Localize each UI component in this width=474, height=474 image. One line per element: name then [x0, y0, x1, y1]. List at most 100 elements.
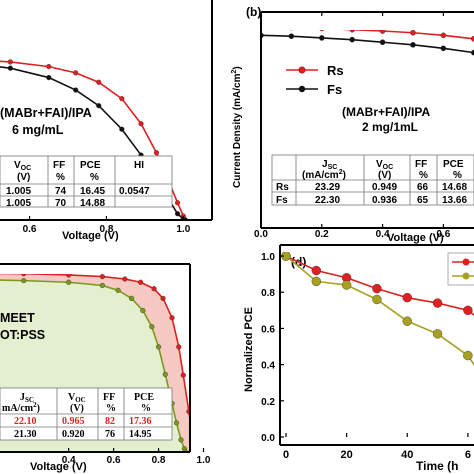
table-c-cell: 21.30: [14, 429, 37, 440]
table-a-header-pce: PCE: [80, 160, 101, 171]
panel-d-y-ticks: 0.0 0.2 0.4 0.6 0.8 1.0: [261, 252, 284, 444]
series-1-point: [440, 45, 447, 52]
series-1-point: [96, 103, 102, 109]
series-0-point: [176, 344, 182, 350]
legend-fs-label: Fs: [327, 82, 342, 97]
table-b-cell: 0.936: [372, 195, 397, 206]
panel-a-annotation-1: (MABr+FAI)/IPA: [0, 106, 92, 120]
series-1-line: [285, 255, 474, 367]
series-1-point: [128, 295, 135, 302]
series-0-point: [372, 283, 382, 294]
panel-c-xlabel: Voltage (V): [30, 461, 87, 473]
series-0-point: [151, 286, 157, 292]
series-1-point: [311, 276, 322, 287]
table-a-cell: 1.005: [6, 198, 31, 209]
series-1-point: [66, 279, 72, 285]
table-a-header-voc-unit: (V): [17, 172, 30, 183]
table-b-header-pce-unit: %: [453, 170, 462, 181]
series-1-point: [178, 437, 184, 443]
panel-b-x-ticks: 0.0 0.2 0.4 0.6: [254, 12, 451, 240]
table-b-cell: Rs: [276, 182, 289, 193]
panel-d-plot: [281, 252, 474, 367]
panel-b-ylabel: Current Density (mA/cm2): [231, 66, 243, 188]
series-1-point: [21, 278, 27, 284]
series-0-line: [285, 255, 474, 316]
y-tick-label: 0.8: [261, 288, 275, 299]
panel-b: (b) 0.0 0.2 0.4 0.6 Voltage (V) Current Den…: [231, 5, 474, 244]
series-1-point: [155, 344, 162, 350]
series-0-point: [160, 295, 166, 302]
series-1-point: [140, 307, 146, 314]
y-tick-label: 0.6: [261, 324, 275, 335]
x-tick-label: 0.6: [436, 229, 450, 240]
x-tick-label: 0.4: [376, 229, 390, 240]
series-1-line: [0, 66, 186, 220]
panel-c-x-ticks: 0.4 0.6 0.8 1.0: [62, 448, 211, 466]
table-a-cell: 0.0547: [119, 186, 150, 197]
y-tick-label: 0.2: [261, 397, 275, 408]
table-b-cell: Fs: [276, 195, 288, 206]
series-0-point: [7, 59, 13, 65]
panel-c-annotation-2: OT:PSS: [0, 328, 45, 342]
x-tick-label: 20: [341, 449, 353, 461]
table-b-cell: 66: [417, 182, 429, 193]
series-1-point: [7, 65, 13, 71]
panel-c: 0.4 0.6 0.8 1.0 Voltage (V) MEET OT:PSS JSC…: [0, 263, 211, 473]
x-tick-label: 0.8: [99, 224, 113, 235]
series-1-point: [318, 35, 325, 41]
series-1-point: [402, 316, 412, 326]
table-b-header-ff: FF: [415, 159, 427, 170]
panel-b-annotation-2: 2 mg/1mL: [362, 120, 418, 134]
y-tick-label: 0.0: [261, 433, 275, 444]
x-tick-label: 0.2: [315, 229, 329, 240]
x-tick-label: 1.0: [197, 455, 211, 466]
table-c-header-pce-unit: %: [141, 403, 151, 414]
table-c-header-pce: PCE: [134, 392, 154, 403]
table-a-header-ff-unit: %: [56, 172, 65, 183]
legend-red-marker: [462, 258, 470, 266]
series-1-point: [463, 350, 473, 361]
series-0-point: [349, 30, 355, 33]
x-tick-label: 6: [465, 449, 471, 461]
series-0-point: [137, 279, 144, 285]
table-a-header-ff: FF: [53, 160, 65, 171]
legend-box: [447, 252, 474, 286]
panel-a-x-ticks: 0.40.60.81.0: [23, 216, 191, 235]
legend-fs-marker: [298, 85, 306, 93]
table-a-cell: 74: [55, 186, 67, 197]
table-c-header-ff: FF: [103, 392, 115, 403]
panel-c-annotation-1: MEET: [0, 311, 35, 325]
table-b-cell: 0.949: [372, 182, 397, 193]
series-1-point: [379, 39, 386, 46]
series-1-point: [173, 420, 180, 426]
series-0-point: [21, 274, 27, 277]
legend-rs-label: Rs: [327, 63, 344, 78]
x-tick-label: 1.0: [176, 224, 190, 235]
series-0-point: [153, 150, 160, 156]
table-a-cell: 14.88: [80, 198, 105, 209]
table-b-cell: 14.68: [442, 182, 467, 193]
table-a-header-hi: HI: [134, 160, 144, 171]
table-c-cell: 17.36: [129, 416, 152, 427]
table-b-cell: 23.29: [315, 182, 340, 193]
series-1-point: [119, 126, 125, 132]
legend-rs-marker: [298, 66, 306, 74]
series-0-point: [440, 32, 447, 39]
y-tick-label: 1.0: [261, 252, 275, 263]
panel-d-legend: [447, 252, 474, 286]
series-0-point: [138, 121, 144, 127]
series-0-point: [46, 64, 52, 70]
panel-a-annotation-2: 6 mg/mL: [12, 123, 64, 137]
series-1-point: [149, 324, 155, 330]
table-c-cell: 22.10: [14, 416, 37, 427]
panel-c-table: JSC mA/cm2) VOC (V) FF % PCE % 22.10 0.9…: [0, 387, 173, 441]
series-1-point: [162, 371, 168, 378]
table-b-header-voc-unit: (V): [378, 170, 391, 181]
series-0-point: [311, 265, 322, 276]
series-0-point: [319, 30, 325, 32]
panel-b-xlabel: Voltage (V): [387, 232, 444, 244]
table-c-cell: 76: [105, 429, 115, 440]
series-0-point: [432, 298, 443, 308]
series-0-point: [193, 450, 198, 455]
table-c-header-jsc-unit: mA/cm2): [2, 401, 40, 414]
